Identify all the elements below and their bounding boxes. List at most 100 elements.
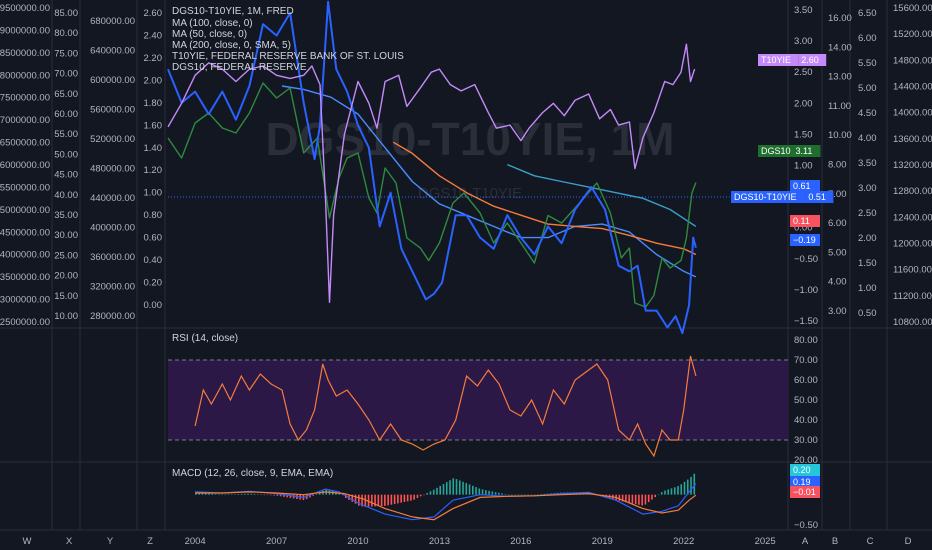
right-axis-tick: 0.00 (794, 223, 813, 234)
macd-hist-bar (419, 494, 422, 497)
rsi-axis-tick: 50.00 (794, 395, 818, 406)
macd-label-value: −0.01 (793, 487, 816, 497)
macd-hist-bar (315, 494, 318, 495)
left-axis-tick: 1.80 (144, 98, 163, 109)
right-axis-tick: 14.00 (828, 42, 852, 53)
left-axis-tick: 0.80 (144, 210, 163, 221)
macd-hist-bar (439, 485, 442, 495)
right-axis-1: 16.00 14.00 13.00 11.00 10.00 8.00 7.00 6.00 5.0… (828, 13, 852, 317)
price-label: DGS10-T10YIE 0.51 (731, 191, 834, 203)
macd-hist-bar (217, 494, 220, 495)
macd-hist-bar (253, 493, 256, 495)
macd-hist-bar (488, 490, 490, 495)
macd-hist-bar (416, 494, 419, 498)
watermark-main: DGS10-T10YIE, 1M (265, 113, 674, 165)
macd-hist-bar (543, 493, 546, 495)
macd-hist-bar (494, 492, 497, 495)
right-axis-tick: 2.00 (794, 98, 813, 109)
left-axis-tick: 5500000.00 (0, 182, 50, 193)
left-axis-tick: 7500000.00 (0, 93, 50, 104)
right-axis-tick: 6.50 (858, 8, 877, 19)
macd-hist-bar (354, 494, 357, 504)
macd-hist-bar (491, 491, 494, 495)
right-axis-tick: 4.00 (858, 133, 877, 144)
macd-line (195, 483, 697, 521)
macd-label-value: 0.19 (793, 477, 811, 487)
macd-hist-bar (644, 494, 647, 505)
macd-hist-bar (234, 494, 236, 495)
price-label: 0.11 (790, 215, 820, 227)
macd-hist-bar (647, 494, 650, 503)
right-axis-2: 6.50 6.00 5.50 5.00 4.50 4.00 3.50 3.00 2.50 2.00… (858, 8, 877, 319)
price-label-name-bg (758, 54, 799, 66)
macd-hist-bar (237, 494, 240, 495)
right-axis-tick: 1.00 (794, 161, 813, 172)
price-label-value: 0.11 (793, 216, 810, 226)
left-axis-tick: 600000.00 (90, 75, 135, 86)
macd-title: MACD (12, 26, close, 9, EMA, EMA) (172, 468, 333, 479)
macd-hist-bar (367, 494, 370, 507)
x-axis-tick: 2004 (185, 536, 206, 547)
left-axis-tick: 1.20 (144, 165, 163, 176)
macd-hist-bar (485, 490, 487, 495)
macd-hist-bar (204, 493, 207, 495)
macd-hist-bar (673, 487, 676, 495)
right-axis-tick: 3.00 (794, 36, 813, 47)
macd-hist-bar (361, 494, 363, 507)
axis-letter: W (23, 536, 32, 547)
x-axis-tick: 2013 (429, 536, 450, 547)
left-axis-tick: 440000.00 (90, 193, 135, 204)
right-axis-tick: 11.00 (828, 101, 851, 112)
right-axis-tick: 14400.00 (893, 82, 932, 93)
price-label-value: 0.51 (808, 192, 826, 202)
left-axis-tick: 1.40 (144, 143, 163, 154)
left-axis-tick: 2.00 (144, 75, 163, 86)
macd-hist-bar (651, 494, 653, 500)
macd-hist-bar (358, 494, 360, 506)
macd-value-label: 0.19 (790, 476, 820, 488)
right-axis-tick: 13.00 (828, 72, 852, 83)
macd-hist-bar (468, 484, 471, 495)
right-axis-tick: 6.00 (828, 218, 847, 229)
axis-letter: D (905, 536, 912, 547)
macd-hist-bar (677, 486, 679, 495)
x-axis-tick: 2007 (266, 536, 287, 547)
macd-hist-bar (670, 488, 673, 495)
macd-hist-bar (221, 494, 223, 496)
macd-hist-bar (465, 483, 468, 495)
macd-hist-bar (286, 494, 288, 498)
left-axis-tick: 560000.00 (90, 105, 135, 116)
right-axis-tick: 14800.00 (893, 55, 932, 66)
price-label-name: DGS10 (761, 146, 791, 156)
macd-hist-bar (511, 494, 513, 496)
right-axis-tick: 16.00 (828, 13, 852, 24)
price-label-value-bg (790, 180, 820, 192)
x-axis-tick: 2019 (592, 536, 613, 547)
macd-hist-bar (533, 494, 536, 496)
right-axis-tick: 5.50 (858, 58, 877, 69)
left-axis-tick: 75.00 (54, 48, 78, 59)
macd-value-label: 0.20 (790, 464, 820, 476)
left-axis-tick: 360000.00 (90, 252, 135, 263)
macd-hist-bar (657, 494, 660, 496)
left-axis-tick: 640000.00 (90, 46, 135, 57)
macd-hist-bar (449, 480, 451, 495)
left-axis-tick: 2.60 (144, 8, 163, 19)
legend-line: MA (100, close, 0) (172, 18, 253, 29)
macd-hist-bar (641, 494, 643, 506)
left-axis-0: 9500000.00 9000000.00 8500000.00 8000000.00… (0, 3, 50, 328)
macd-hist-bar (266, 494, 269, 496)
right-axis-tick: −1.50 (794, 316, 818, 327)
macd-hist-bar (247, 493, 249, 495)
right-axis-tick: 5.00 (828, 247, 847, 258)
macd-hist-bar (263, 494, 266, 496)
macd-hist-bar (458, 480, 461, 495)
macd-hist-bar (227, 494, 230, 495)
macd-label-bg (790, 464, 820, 476)
series-line-dgs10-t10yie (167, 0, 697, 335)
macd-hist-bar (540, 494, 542, 495)
macd-hist-bar (318, 492, 321, 495)
price-label-value: −0.19 (793, 235, 816, 245)
macd-hist-bar (230, 494, 233, 495)
macd-hist-bar (289, 494, 292, 498)
